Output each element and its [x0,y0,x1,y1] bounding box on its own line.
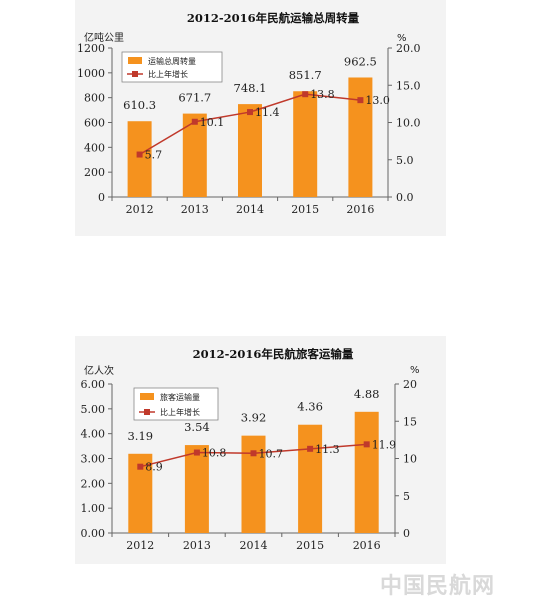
cargo-x-tick-label: 2014 [236,203,264,216]
passenger-growth-point-2013 [193,449,200,456]
cargo-y2-tick-label: 20.0 [396,42,421,55]
passenger-y-tick-label: 2.00 [81,477,106,490]
cargo-y-tick-label: 200 [84,166,105,179]
passenger-y-unit: 亿人次 [84,364,114,377]
passenger-bar-label-2015: 4.36 [297,400,323,414]
cargo-y2-tick-label: 5.0 [396,154,414,167]
passenger-legend-bar-swatch [140,393,154,400]
cargo-y-tick-label: 800 [84,92,105,105]
passenger-x-tick-label: 2016 [353,539,381,552]
cargo-legend-line-marker [132,71,138,77]
passenger-growth-label-2013: 10.8 [202,447,227,460]
passenger-growth-label-2012: 8.9 [145,461,163,474]
cargo-legend-line-label: 比上年增长 [148,69,188,79]
cargo-y2-tick-label: 10.0 [396,117,421,130]
cargo-growth-point-2016 [357,97,364,104]
cargo-y-tick-label: 400 [84,141,105,154]
passenger-y2-tick-label: 5 [403,490,410,503]
passenger-y2-tick-label: 10 [403,453,417,466]
passenger-growth-point-2016 [363,441,370,448]
cargo-legend-bar-label: 运输总周转量 [148,56,196,66]
cargo-x-tick-label: 2012 [126,203,154,216]
passenger-bar-2015 [298,424,323,533]
passenger-growth-label-2014: 10.7 [259,447,284,460]
passenger-x-tick-label: 2015 [296,539,324,552]
passenger-growth-label-2015: 11.3 [315,443,340,456]
cargo-bar-2015 [293,91,318,197]
passenger-y2-unit: % [410,365,420,376]
cargo-bar-label-2016: 962.5 [344,54,377,68]
passenger-legend-line-label: 比上年增长 [160,407,200,417]
cargo-y-tick-label: 600 [84,117,105,130]
cargo-bar-2013 [182,113,207,197]
passenger-growth-point-2015 [307,445,314,452]
passenger-x-tick-label: 2013 [183,539,211,552]
cargo-chart-title: 2012-2016年民航运输总周转量 [187,11,360,25]
cargo-x-tick-label: 2016 [346,203,374,216]
cargo-growth-point-2013 [191,118,198,125]
passenger-y2-tick-label: 20 [403,378,417,391]
cargo-y-tick-label: 0 [98,191,105,204]
cargo-growth-label-2014: 11.4 [255,106,280,119]
cargo-y2-tick-label: 0.0 [396,191,414,204]
cargo-x-tick-label: 2015 [291,203,319,216]
passenger-y2-tick-label: 0 [403,527,410,540]
passenger-bar-label-2013: 3.54 [184,420,210,434]
passenger-y-tick-label: 0.00 [81,527,106,540]
passenger-bar-2016 [354,411,379,533]
cargo-y-tick-label: 1000 [77,67,105,80]
passenger-legend-line-marker [144,409,150,415]
passenger-y-tick-label: 5.00 [81,403,106,416]
passenger-growth-label-2016: 11.9 [372,438,397,451]
cargo-bar-label-2013: 671.7 [178,91,211,105]
passenger-growth-point-2014 [250,450,257,457]
passenger-growth-point-2012 [137,463,144,470]
cargo-growth-label-2013: 10.1 [200,116,225,129]
passenger-y-tick-label: 1.00 [81,502,106,515]
cargo-growth-label-2015: 13.8 [310,88,335,101]
cargo-bar-label-2014: 748.1 [234,81,267,95]
passenger-y-tick-label: 3.00 [81,453,106,466]
cargo-growth-point-2012 [136,151,143,158]
passenger-x-tick-label: 2012 [126,539,154,552]
cargo-growth-point-2014 [247,109,253,116]
passenger-y-tick-label: 4.00 [81,428,106,441]
cargo-legend-bar-swatch [128,57,142,64]
watermark-logo: 中国民航网 [380,574,496,599]
passenger-legend-bar-label: 旅客运输量 [160,392,200,402]
passenger-chart-title: 2012-2016年民航旅客运输量 [193,347,354,361]
passenger-bar-2013 [184,445,209,533]
cargo-growth-point-2015 [302,91,309,98]
passenger-bar-label-2014: 3.92 [241,411,267,425]
passenger-x-tick-label: 2014 [240,539,268,552]
cargo-growth-label-2012: 5.7 [145,149,163,162]
cargo-bar-2014 [238,104,262,197]
passenger-bar-label-2016: 4.88 [354,387,380,401]
passenger-bar-label-2012: 3.19 [127,429,153,443]
cargo-bar-2012 [127,121,152,197]
cargo-bar-label-2015: 851.7 [289,68,322,82]
cargo-y-tick-label: 1200 [77,42,105,55]
cargo-y2-tick-label: 15.0 [396,79,421,92]
passenger-y2-tick-label: 15 [403,415,417,428]
cargo-growth-label-2016: 13.0 [365,94,390,107]
passenger-y-tick-label: 6.00 [81,378,106,391]
cargo-y2-unit: % [397,33,407,44]
cargo-y-unit: 亿吨公里 [84,31,124,44]
cargo-x-tick-label: 2013 [181,203,209,216]
cargo-bar-label-2012: 610.3 [123,98,156,112]
